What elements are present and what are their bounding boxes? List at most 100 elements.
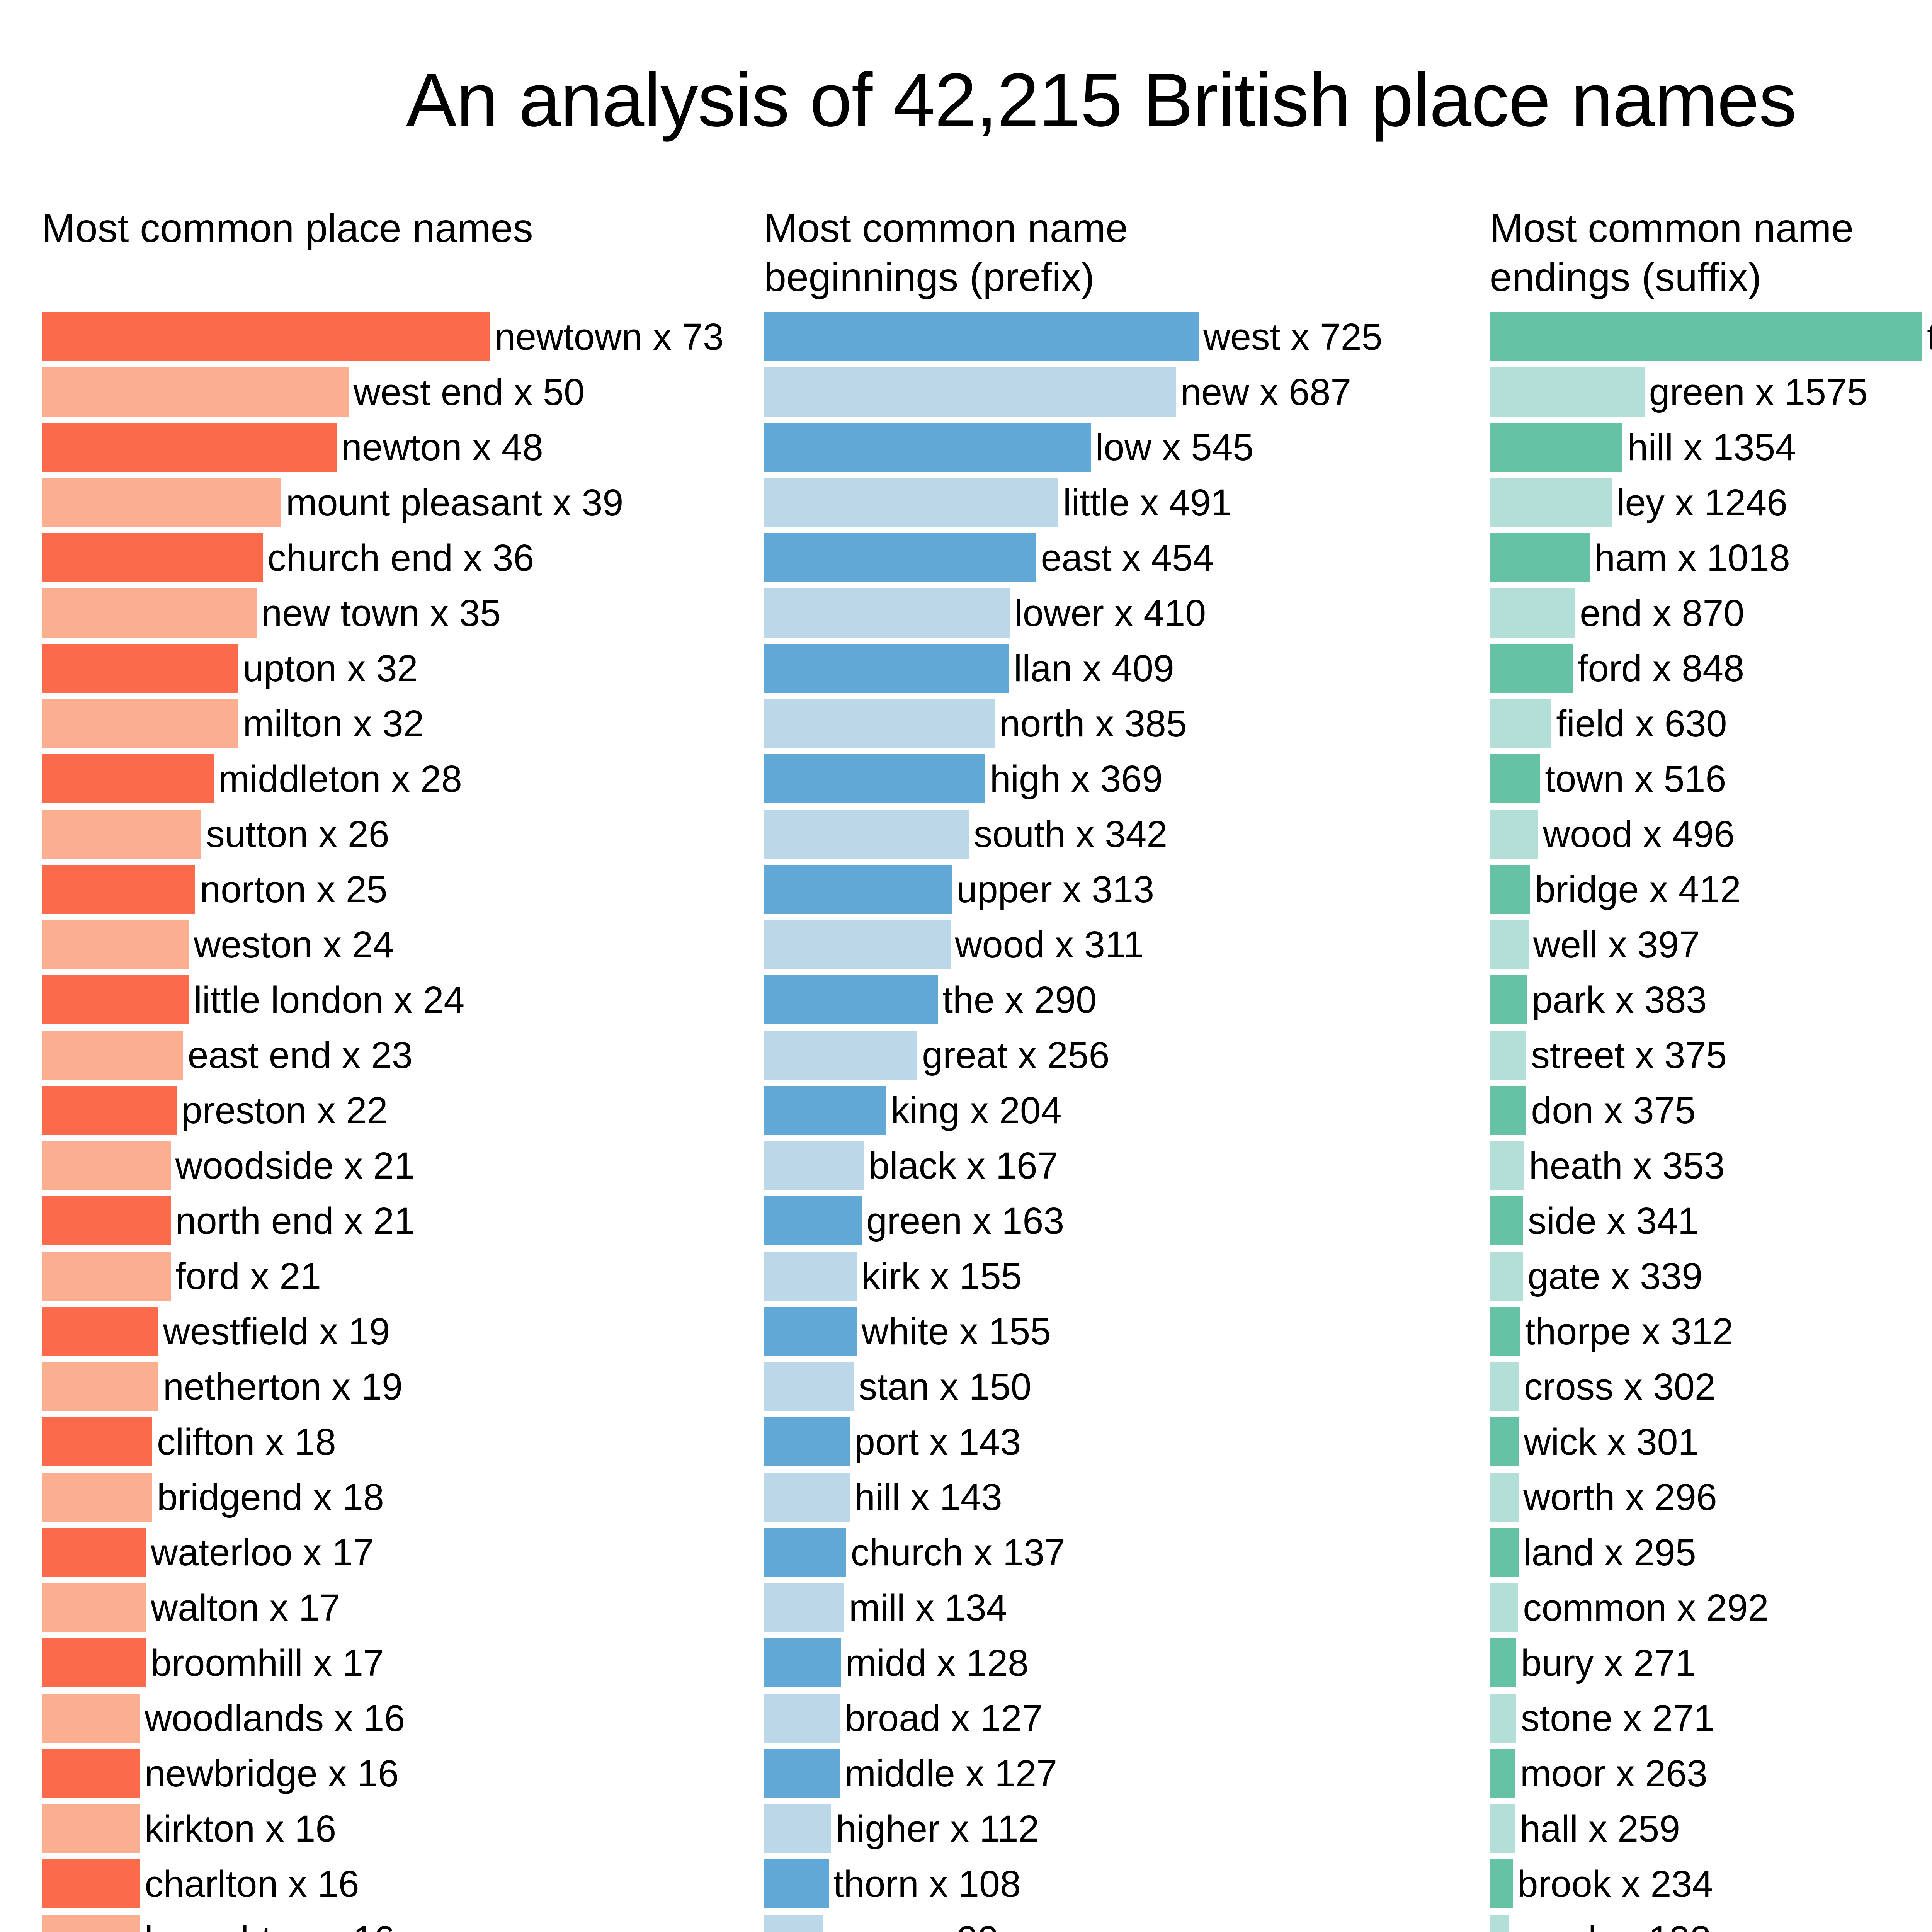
- bar-label: town x 516: [1545, 758, 1726, 800]
- bar-label: lower x 410: [1014, 592, 1206, 634]
- bar-label: gate x 339: [1527, 1255, 1703, 1297]
- bar-label: newtown x 73: [495, 316, 724, 358]
- bar-label: west x 725: [1203, 316, 1383, 358]
- bar-row: new x 687: [764, 364, 1482, 420]
- bar-label: ford x 21: [175, 1255, 321, 1297]
- bar-row: mill x 134: [764, 1580, 1482, 1635]
- bar-row: newbridge x 16: [42, 1746, 755, 1801]
- bar-row: north x 385: [764, 696, 1482, 751]
- bar-row: norton x 25: [42, 862, 755, 917]
- bar-label: ton x 4403: [1927, 318, 1932, 355]
- bar-row: green x 163: [764, 1193, 1482, 1248]
- bar-row: thorn x 108: [764, 1856, 1482, 1912]
- bar-rect: [764, 754, 985, 803]
- bar-label: thorpe x 312: [1525, 1310, 1733, 1352]
- bar-rect: [764, 1031, 918, 1080]
- bar-label: netherton x 19: [163, 1366, 403, 1408]
- bar-rect: [1490, 1583, 1519, 1632]
- bar-row: king x 204: [764, 1083, 1482, 1138]
- bar-rect: [42, 1528, 146, 1577]
- bar-label: cross x 302: [1524, 1366, 1716, 1408]
- bar-rect: [764, 1583, 844, 1632]
- bar-rect: [764, 588, 1010, 638]
- bar-rect: [1490, 1528, 1519, 1577]
- bar-row: middleton x 28: [42, 751, 755, 806]
- bar-row: cross x 302: [1490, 1359, 1932, 1414]
- bar-row: broad x 127: [764, 1690, 1482, 1746]
- bar-label: cross x 99: [828, 1920, 999, 1932]
- bar-label: brook x 234: [1517, 1863, 1713, 1905]
- bar-label: rough x 192: [1513, 1920, 1711, 1932]
- bar-label: weston x 24: [194, 923, 394, 966]
- bar-label: norton x 25: [200, 868, 388, 910]
- bar-row: weston x 24: [42, 917, 755, 972]
- bar-row: the x 290: [764, 972, 1482, 1027]
- bar-rect: [42, 1583, 146, 1632]
- bar-label: higher x 112: [835, 1808, 1039, 1850]
- bar-label: king x 204: [891, 1089, 1062, 1131]
- bar-rect: [764, 367, 1176, 417]
- bar-list-place-names: newtown x 73 west end x 50 newton x 48 moun…: [42, 309, 755, 1932]
- column-heading-prefixes: Most common name beginnings (prefix): [764, 206, 1128, 300]
- bar-rect: [1490, 920, 1529, 969]
- bar-rect: [1490, 1417, 1519, 1466]
- bar-label: broomhill x 17: [151, 1642, 384, 1684]
- bar-label: worth x 296: [1523, 1476, 1717, 1518]
- bar-label: little x 491: [1063, 481, 1232, 524]
- bar-label: bridgend x 18: [157, 1476, 384, 1518]
- bar-rect: [1490, 1859, 1513, 1908]
- bar-row: llan x 409: [764, 641, 1482, 696]
- bar-label: don x 375: [1531, 1089, 1696, 1131]
- bar-row: field x 630: [1490, 696, 1932, 751]
- bar-rect: [1490, 1196, 1523, 1245]
- bar-rect: [764, 423, 1091, 472]
- bar-rect: [1490, 644, 1573, 693]
- bar-rect: [764, 865, 952, 914]
- bar-rect: [1490, 754, 1541, 803]
- bar-rect: [1490, 1252, 1523, 1301]
- bar-label: common x 292: [1523, 1587, 1769, 1629]
- bar-label: south x 342: [973, 813, 1168, 855]
- bar-row: ham x 1018: [1490, 530, 1932, 585]
- chart-column-suffixes: Most common name endings (suffix) ton x …: [1482, 201, 1932, 1932]
- bar-rect: [42, 975, 189, 1024]
- bar-rect: [764, 699, 995, 748]
- bar-row: walton x 17: [42, 1580, 755, 1635]
- bar-row: new town x 35: [42, 585, 755, 641]
- bar-rect: [764, 312, 1199, 361]
- bar-row: port x 143: [764, 1414, 1482, 1469]
- bar-label: church end x 36: [267, 537, 534, 579]
- bar-rect: [764, 1528, 846, 1577]
- bar-rect: [764, 1196, 862, 1245]
- bar-row: black x 167: [764, 1138, 1482, 1193]
- bar-rect: [1490, 699, 1552, 748]
- bar-row: westfield x 19: [42, 1304, 755, 1359]
- bar-rect: [1490, 588, 1575, 638]
- bar-rect: [42, 1694, 140, 1743]
- bar-row: town x 516: [1490, 751, 1932, 806]
- bar-row: common x 292: [1490, 1580, 1932, 1635]
- bar-row: kirkton x 16: [42, 1801, 755, 1856]
- bar-rect: [42, 1915, 140, 1932]
- bar-rect: [764, 1252, 857, 1301]
- bar-rect: [42, 533, 263, 582]
- bar-rect: [764, 1694, 840, 1743]
- bar-rect: [1490, 1749, 1515, 1798]
- bar-label: milton x 32: [243, 702, 424, 745]
- bar-row: hall x 259: [1490, 1801, 1932, 1856]
- bar-row: white x 155: [764, 1304, 1482, 1359]
- bar-label: westfield x 19: [163, 1310, 390, 1352]
- bar-label: broad x 127: [845, 1697, 1043, 1739]
- bar-label: ley x 1246: [1616, 481, 1788, 524]
- bar-rect: [764, 1859, 829, 1908]
- bar-row: side x 341: [1490, 1193, 1932, 1248]
- bar-rect: [1490, 1473, 1519, 1522]
- bar-rect: [764, 1362, 854, 1411]
- bar-row: west x 725: [764, 309, 1482, 364]
- bar-rect: [764, 1749, 840, 1798]
- bar-row: broomhill x 17: [42, 1635, 755, 1690]
- bar-rect: [764, 975, 938, 1024]
- bar-row: east x 454: [764, 530, 1482, 585]
- bar-row: cross x 99: [764, 1912, 1482, 1932]
- bar-row: gate x 339: [1490, 1248, 1932, 1304]
